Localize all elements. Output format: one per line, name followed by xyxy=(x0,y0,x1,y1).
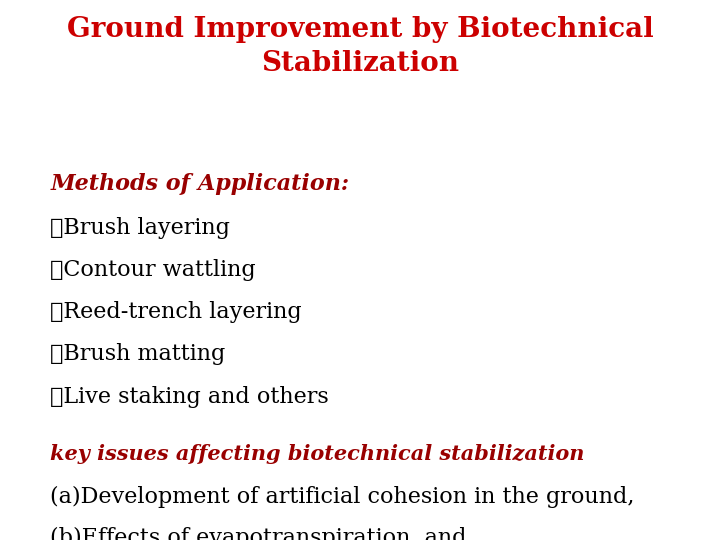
Text: ➢Brush matting: ➢Brush matting xyxy=(50,343,225,366)
Text: (a)Development of artificial cohesion in the ground,: (a)Development of artificial cohesion in… xyxy=(50,485,635,508)
Text: Ground Improvement by Biotechnical
Stabilization: Ground Improvement by Biotechnical Stabi… xyxy=(67,16,653,77)
Text: key issues affecting biotechnical stabilization: key issues affecting biotechnical stabil… xyxy=(50,444,585,464)
Text: ➢Brush layering: ➢Brush layering xyxy=(50,217,230,239)
Text: ➢Live staking and others: ➢Live staking and others xyxy=(50,386,329,408)
Text: (b)Effects of evapotranspiration, and: (b)Effects of evapotranspiration, and xyxy=(50,526,467,540)
Text: ➢Contour wattling: ➢Contour wattling xyxy=(50,259,256,281)
Text: ➢Reed-trench layering: ➢Reed-trench layering xyxy=(50,301,302,323)
Text: Methods of Application:: Methods of Application: xyxy=(50,173,349,195)
